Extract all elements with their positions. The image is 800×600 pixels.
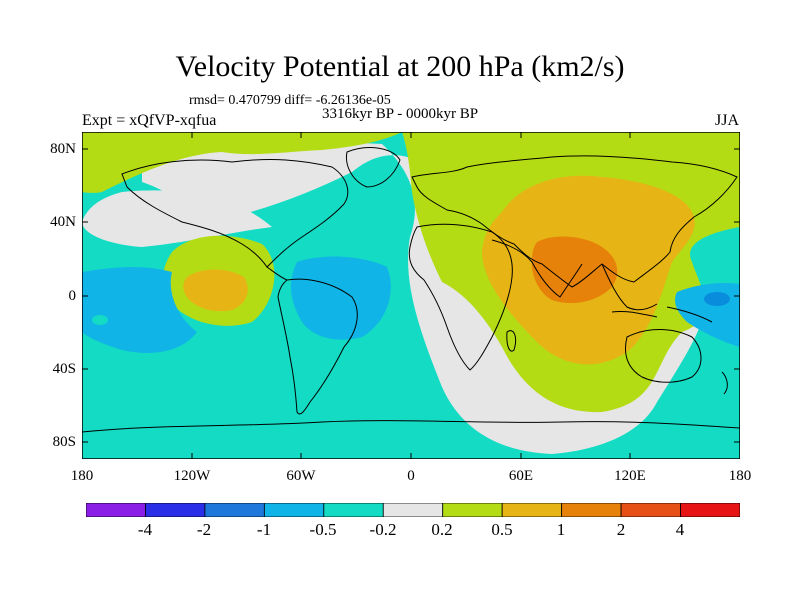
coast-australia bbox=[625, 329, 702, 383]
colorbar-label: -2 bbox=[196, 520, 212, 539]
lat-label-80s: 80S bbox=[52, 434, 76, 450]
colorbar-label: -1 bbox=[256, 520, 272, 539]
coast-greenland bbox=[345, 147, 401, 188]
colorbar-label: -0.2 bbox=[369, 520, 397, 539]
lon-label-60e: 60E bbox=[508, 468, 534, 484]
colorbar-label: -4 bbox=[137, 520, 153, 539]
colorbar-label: 0.2 bbox=[431, 520, 453, 539]
field-neg-strong-wpac bbox=[704, 292, 730, 306]
axis-ticks bbox=[82, 132, 740, 459]
coast-indonesia bbox=[611, 306, 713, 323]
colorbar-swatch bbox=[442, 503, 503, 517]
coast-africa bbox=[408, 223, 513, 371]
lon-label-180w: 180 bbox=[70, 468, 94, 484]
chart-title: Velocity Potential at 200 hPa (km2/s) bbox=[175, 50, 625, 83]
colorbar-swatch bbox=[145, 503, 206, 517]
map-plot bbox=[82, 132, 740, 459]
period-label: 3316kyr BP - 0000kyr BP bbox=[322, 106, 479, 122]
lon-label-0: 0 bbox=[407, 468, 415, 484]
colorbar-label: 1 bbox=[556, 520, 566, 539]
colorbar-swatch bbox=[501, 503, 563, 517]
field-neg-mid-pacific bbox=[82, 267, 197, 353]
coast-central-america bbox=[266, 266, 288, 281]
colorbar-label: -0.5 bbox=[309, 520, 337, 539]
lon-label-120w: 120W bbox=[173, 468, 211, 484]
field-pos-strong-sasia bbox=[531, 236, 618, 304]
colorbar-swatch bbox=[680, 503, 740, 517]
colorbar-label: 0.5 bbox=[491, 520, 513, 539]
lon-label-180e: 180 bbox=[728, 468, 752, 484]
colorbar-swatch bbox=[561, 503, 622, 517]
coast-south-america bbox=[277, 278, 358, 415]
contour-fields bbox=[82, 132, 740, 459]
lat-label-40n: 40N bbox=[50, 214, 76, 230]
field-pos-weak-nw bbox=[82, 132, 402, 193]
coastlines bbox=[82, 147, 740, 433]
lat-label-40s: 40S bbox=[52, 361, 76, 377]
coast-antarctica bbox=[82, 420, 740, 433]
lon-label-60w: 60W bbox=[286, 468, 316, 484]
colorbar-label: 2 bbox=[616, 520, 626, 539]
colorbar-label: 4 bbox=[675, 520, 685, 539]
lat-label-0: 0 bbox=[68, 288, 77, 304]
season-label: JJA bbox=[715, 112, 740, 129]
coast-new-zealand bbox=[721, 371, 728, 395]
field-neg-weak-spot bbox=[92, 315, 108, 325]
coast-southeast-asia bbox=[601, 263, 658, 311]
colorbar-swatch bbox=[620, 503, 681, 517]
colorbar-swatch bbox=[382, 503, 444, 517]
coast-madagascar bbox=[506, 330, 517, 352]
experiment-label: Expt = xQfVP-xqfua bbox=[82, 112, 217, 129]
colorbar-swatch bbox=[323, 503, 384, 517]
field-neutral-west bbox=[82, 190, 272, 247]
colorbar-swatch bbox=[204, 503, 265, 517]
lat-label-80n: 80N bbox=[50, 141, 76, 157]
colorbar-swatch bbox=[263, 503, 325, 517]
coast-north-america bbox=[121, 159, 349, 268]
field-neg-mid-atlantic bbox=[290, 256, 391, 340]
field-pos-mid-epac bbox=[183, 269, 248, 312]
colorbar-swatch bbox=[86, 503, 146, 517]
stats-label: rmsd= 0.470799 diff= -6.26136e-05 bbox=[189, 93, 391, 108]
coast-arabia-india bbox=[491, 239, 583, 298]
lon-label-120e: 120E bbox=[614, 468, 646, 484]
colorbar bbox=[86, 503, 740, 517]
